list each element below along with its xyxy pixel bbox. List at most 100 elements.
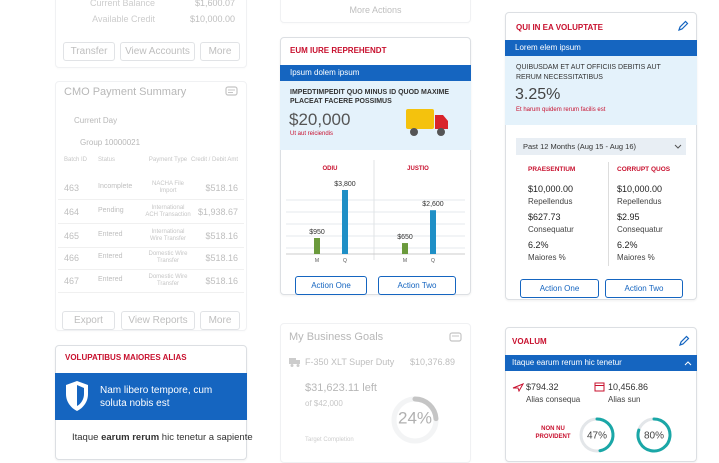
note: Ut aut reiciendis [290, 131, 334, 137]
metric-value: $2.95 [617, 212, 640, 222]
donut-label: 47% [587, 431, 607, 442]
table-cell: International Wire Transfer [149, 229, 186, 242]
table-cell: Domestic Wire Transfer [148, 251, 188, 264]
button[interactable]: Action Two [605, 279, 683, 298]
table-cell: $518.16 [205, 276, 238, 286]
table-cell: Entered [98, 253, 123, 260]
text: hic tenetur a sapiente [159, 432, 253, 443]
truck-icon [406, 109, 448, 136]
series-label: M [315, 258, 319, 264]
group-label: Group 10000021 [80, 138, 141, 147]
button[interactable]: View Accounts [120, 42, 195, 61]
donut-label: 80% [644, 431, 664, 442]
band: Lorem elem ipsum [505, 40, 697, 56]
table-cell: $518.16 [205, 253, 238, 263]
provident-label: NON NU PROVIDENT [535, 426, 571, 440]
series-label: M [403, 258, 407, 264]
table-cell: 465 [64, 231, 80, 241]
chevron [674, 144, 682, 149]
table-cell: 467 [64, 276, 80, 286]
icon [449, 332, 462, 342]
category-label: ODIU [323, 166, 338, 172]
goal-completion: Target Completion [305, 437, 354, 443]
label: Current Balance [89, 0, 155, 8]
value-label: $950 [309, 229, 325, 236]
panel [505, 56, 697, 125]
banner-text: Nam libero tempore, cum soluta nobis est [100, 385, 213, 409]
button[interactable]: More [200, 311, 240, 330]
headline: QUIBUSDAM ET AUT OFFICIIS DEBITIS AUT RE… [516, 64, 661, 81]
button[interactable]: Action Two [378, 276, 456, 295]
category-label: JUSTIO [407, 166, 429, 172]
goal-name: F-350 XLT Super Duty [305, 357, 395, 367]
card [55, 0, 247, 68]
card [505, 327, 697, 462]
table-cell: Domestic Wire Transfer [148, 274, 188, 287]
column-header: Status [98, 157, 116, 163]
link[interactable]: More Actions [349, 5, 402, 15]
table-cell: Entered [98, 276, 123, 283]
goal-target: $10,376.89 [410, 357, 456, 367]
value-label: $2,600 [422, 201, 444, 208]
button[interactable]: Action One [295, 276, 367, 295]
edit-icon[interactable] [678, 335, 690, 347]
band: Itaque earum rerum hic tenetur [505, 355, 697, 371]
plane-icon [512, 383, 524, 392]
column-header: Payment Type [148, 157, 188, 163]
dropdown[interactable]: Past 12 Months (Aug 15 - Aug 16) [516, 138, 686, 155]
note: Et harum quidem rerum facilis est [516, 107, 606, 113]
divider [608, 162, 609, 266]
button[interactable]: View Reports [121, 311, 195, 330]
label: Available Credit [92, 14, 155, 24]
dashboard: Current Balance $1,600.07 Available Cred… [55, 0, 697, 463]
metric-value: $10,000.00 [617, 184, 663, 194]
metric-label: Maiores % [528, 253, 566, 262]
table-cell: $518.16 [205, 183, 238, 193]
progress-donut: 80% [636, 417, 672, 453]
edit-icon[interactable] [677, 20, 689, 32]
value-label: $650 [397, 234, 413, 241]
table-cell: 464 [64, 207, 80, 217]
card-title: QUI IN EA VOLUPTATE [516, 23, 603, 32]
row-divider [58, 292, 244, 293]
value-label: $3,800 [334, 181, 356, 188]
text-bold: earum rerum [101, 432, 160, 443]
column-header: Credit / Debit Amt [190, 157, 238, 163]
stat-value: $794.32 [526, 382, 559, 392]
column-title: PRAESENTIUM [528, 166, 576, 173]
donut-arc [412, 396, 439, 422]
table-cell: International ACH Transaction [145, 205, 191, 218]
row-divider [58, 223, 244, 224]
rate: 3.25% [515, 86, 561, 103]
metric-label: Maiores % [617, 253, 655, 262]
column-header: Batch ID [64, 157, 88, 163]
card [280, 0, 471, 23]
dropdown[interactable]: Current Day [74, 116, 118, 125]
table-cell: Incomplete [98, 183, 133, 190]
metric-label: Repellendus [528, 197, 573, 206]
button[interactable]: Export [62, 311, 115, 330]
bar-chart: ODIU $950 M $3,800 Q JUSTIO $650 M $2,600 Q [286, 160, 465, 264]
donut-label: 24% [398, 409, 432, 428]
chevron [684, 361, 692, 366]
metric-label: Consequatur [617, 225, 663, 234]
button[interactable]: More [200, 42, 240, 61]
shield-icon [66, 381, 88, 411]
stat-value: 10,456.86 [608, 382, 649, 392]
band: Ipsum dolem ipsum [280, 65, 471, 81]
series-label: Q [431, 258, 435, 264]
metric-label: Consequatur [528, 225, 574, 234]
table-cell: 466 [64, 253, 80, 263]
progress-donut: 24% [391, 396, 439, 444]
value: $10,000.00 [189, 14, 235, 24]
button[interactable]: Action One [520, 279, 599, 298]
bar [430, 210, 436, 254]
table-cell: Pending [98, 207, 124, 214]
calendar-icon [594, 382, 605, 392]
goal-of: of $42,000 [305, 399, 343, 408]
metric-label: Repellendus [617, 197, 662, 206]
donut-arc [636, 417, 672, 453]
button[interactable]: Transfer [63, 42, 115, 61]
card-title: VOLUPATIBUS MAIORES ALIAS [65, 353, 187, 362]
body-text: Itaque earum rerum hic tenetur a sapient… [72, 432, 253, 443]
